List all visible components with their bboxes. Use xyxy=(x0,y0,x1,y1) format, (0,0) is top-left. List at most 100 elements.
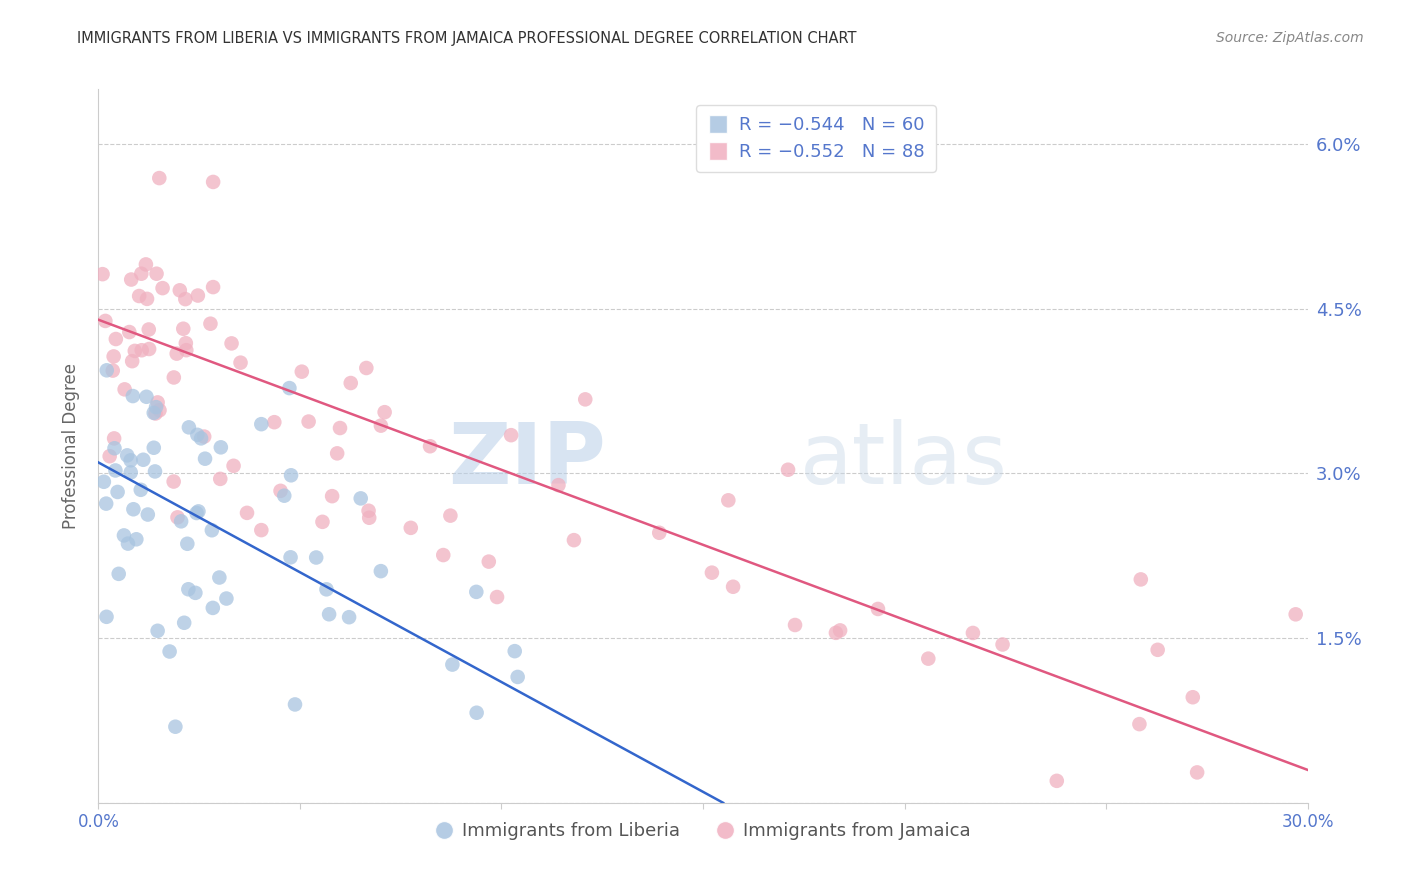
Point xyxy=(236,506,259,520)
Point xyxy=(117,536,139,550)
Point xyxy=(1285,607,1308,622)
Point xyxy=(962,626,984,640)
Point xyxy=(284,698,307,712)
Point xyxy=(700,566,723,580)
Point xyxy=(305,550,328,565)
Point xyxy=(648,525,671,540)
Point xyxy=(201,523,224,537)
Point xyxy=(441,657,464,672)
Y-axis label: Professional Degree: Professional Degree xyxy=(62,363,80,529)
Point xyxy=(170,514,193,528)
Point xyxy=(439,508,461,523)
Point xyxy=(103,431,125,445)
Point xyxy=(112,528,135,542)
Text: ZIP: ZIP xyxy=(449,418,606,502)
Point xyxy=(311,515,333,529)
Point xyxy=(96,363,118,377)
Point xyxy=(486,590,509,604)
Point xyxy=(101,363,124,377)
Point xyxy=(783,618,806,632)
Point xyxy=(298,415,321,429)
Point xyxy=(184,586,207,600)
Point xyxy=(165,720,187,734)
Point xyxy=(776,463,799,477)
Point xyxy=(215,591,238,606)
Point xyxy=(125,533,148,547)
Point xyxy=(200,317,222,331)
Point xyxy=(186,506,208,520)
Point xyxy=(209,440,232,454)
Point xyxy=(131,267,153,281)
Point xyxy=(866,602,889,616)
Point xyxy=(121,389,143,403)
Point xyxy=(501,428,523,442)
Point xyxy=(221,336,243,351)
Point xyxy=(356,361,378,376)
Point xyxy=(136,508,159,522)
Point xyxy=(107,566,129,581)
Point xyxy=(187,504,209,518)
Point xyxy=(717,493,740,508)
Point xyxy=(1146,643,1168,657)
Point xyxy=(176,343,198,358)
Point xyxy=(278,381,301,395)
Point xyxy=(370,418,392,433)
Point xyxy=(503,644,526,658)
Point xyxy=(250,523,273,537)
Point xyxy=(132,452,155,467)
Point xyxy=(173,615,195,630)
Point xyxy=(103,442,125,456)
Point xyxy=(280,550,302,565)
Point xyxy=(193,429,215,443)
Point xyxy=(96,497,118,511)
Point xyxy=(163,370,186,384)
Text: Source: ZipAtlas.com: Source: ZipAtlas.com xyxy=(1216,31,1364,45)
Point xyxy=(291,365,314,379)
Point xyxy=(329,421,352,435)
Point xyxy=(107,485,129,500)
Point xyxy=(118,325,141,339)
Point xyxy=(547,478,569,492)
Point xyxy=(96,609,118,624)
Point xyxy=(135,390,157,404)
Point xyxy=(146,395,169,409)
Point xyxy=(202,280,225,294)
Point xyxy=(172,322,194,336)
Point xyxy=(177,582,200,597)
Point xyxy=(506,670,529,684)
Point xyxy=(120,453,142,467)
Point xyxy=(174,336,197,351)
Point xyxy=(318,607,340,622)
Point xyxy=(229,356,252,370)
Point xyxy=(190,431,212,445)
Point xyxy=(122,502,145,516)
Point xyxy=(280,468,302,483)
Point xyxy=(103,350,125,364)
Point xyxy=(136,292,159,306)
Text: atlas: atlas xyxy=(800,418,1008,502)
Point xyxy=(1181,690,1204,705)
Point xyxy=(194,451,217,466)
Point xyxy=(104,332,127,346)
Text: IMMIGRANTS FROM LIBERIA VS IMMIGRANTS FROM JAMAICA PROFESSIONAL DEGREE CORRELATI: IMMIGRANTS FROM LIBERIA VS IMMIGRANTS FR… xyxy=(77,31,856,46)
Point xyxy=(174,292,197,306)
Point xyxy=(202,175,225,189)
Point xyxy=(138,342,160,356)
Point xyxy=(917,651,939,665)
Point xyxy=(121,354,143,368)
Point xyxy=(465,585,488,599)
Point xyxy=(159,644,181,658)
Point xyxy=(399,521,422,535)
Point xyxy=(152,281,174,295)
Point xyxy=(209,472,232,486)
Point xyxy=(94,314,117,328)
Point xyxy=(263,415,285,429)
Point xyxy=(222,458,245,473)
Point xyxy=(830,624,852,638)
Point xyxy=(357,504,380,518)
Point xyxy=(721,580,744,594)
Point xyxy=(419,439,441,453)
Point xyxy=(120,272,142,286)
Point xyxy=(321,489,343,503)
Point xyxy=(478,555,501,569)
